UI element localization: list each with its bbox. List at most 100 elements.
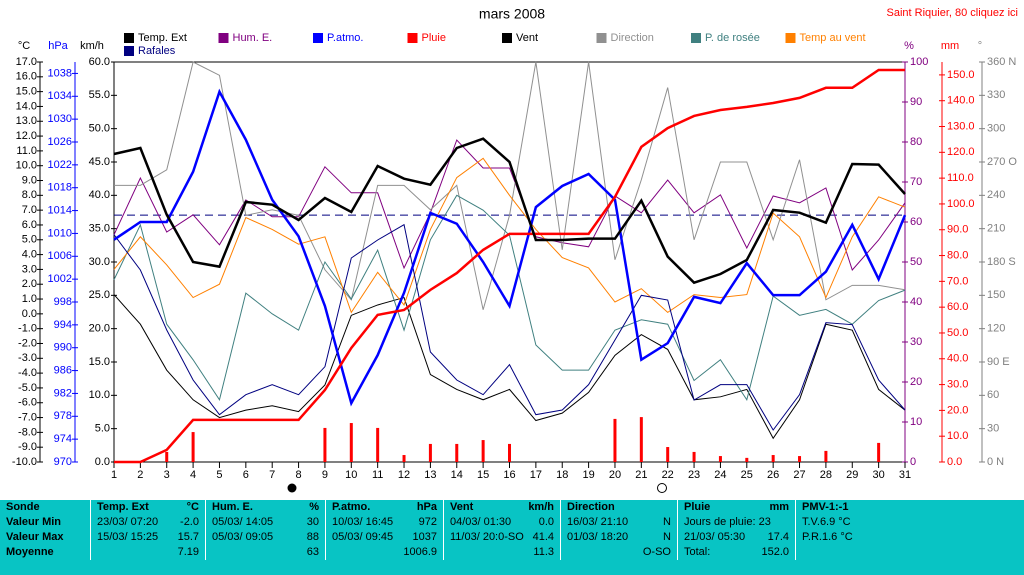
y-tick-label: 60.0 [947,301,968,313]
table-cell: Valeur Min [0,515,90,530]
cell-text: 05/03/ 09:05 [212,531,274,543]
station-link[interactable]: Saint Riquier, 80 cliquez ici [887,7,1018,19]
y-tick-label: 180 S [987,256,1016,268]
x-tick-label: 25 [741,469,753,481]
x-tick-label: 14 [451,469,463,481]
summary-table: Sonde Temp. Ext °C Hum. E.% P.atmo. hPa Vent km… [0,500,1024,575]
series-line [113,223,906,431]
axis-unit: °C [18,40,30,52]
x-tick-label: 2 [137,469,143,481]
y-tick-label: 970 [54,456,72,468]
cell-text: % [309,501,319,513]
axis-unit: % [904,40,914,52]
x-tick-label: 30 [873,469,885,481]
y-tick-label: 1030 [48,113,72,125]
header-cell: PMV-1:-1 [795,500,1024,515]
y-tick-label: 30 [987,423,999,435]
x-tick-label: 15 [477,469,489,481]
y-tick-label: 10 [910,416,922,428]
y-tick-label: 25.0 [89,289,110,301]
table-cell: 11.3 [443,545,560,560]
y-tick-label: 12.0 [16,130,37,142]
cell-text: N [663,516,671,528]
cell-text: 23/03/ 07:20 [97,516,159,528]
rain-bar [613,418,617,462]
rain-bar [666,447,670,462]
y-tick-label: 20 [910,376,922,388]
y-tick-label: 1034 [48,90,72,102]
y-tick-label: 30.0 [947,378,968,390]
axis-unit: km/h [80,40,104,52]
y-tick-label: -2.0 [18,337,37,349]
cell-text: Pluie [684,501,711,513]
table-cell: Moyenne [0,545,90,560]
cell-text: Vent [450,501,474,513]
y-tick-label: 0 N [987,456,1004,468]
cell-text: Moyenne [6,546,54,558]
cell-text: 17.4 [767,531,789,543]
y-tick-label: 90 [910,96,922,108]
series-line [113,139,906,271]
y-tick-label: 55.0 [89,89,110,101]
table-cell: 21/03/ 05:30 17.4 [677,530,795,545]
x-tick-label: 3 [164,469,170,481]
x-tick-label: 17 [530,469,542,481]
axis-unit: mm [941,40,959,52]
y-tick-label: 0.0 [95,456,110,468]
y-tick-label: 110.0 [947,172,974,184]
axis-unit: hPa [48,40,68,52]
moon-full [287,483,297,493]
series-line [113,294,906,440]
y-tick-label: 50.0 [947,327,968,339]
y-tick-label: -5.0 [18,382,37,394]
rain-bar [455,443,459,462]
cell-text: T.V.6.9 °C [802,516,851,528]
y-tick-label: 30 [910,336,922,348]
y-tick-label: -3.0 [18,352,37,364]
table-cell: T.V.6.9 °C [795,515,1024,530]
x-tick-label: 11 [372,469,383,481]
y-tick-label: 20.0 [947,404,968,416]
y-tick-label: 70 [910,176,922,188]
table-cell: 15/03/ 15:25 15.7 [90,530,205,545]
table-row: Valeur Max 15/03/ 15:25 15.7 05/03/ 09:05 88… [0,530,1024,545]
table-cell: Jours de pluie: 23 [677,515,795,530]
cell-text: 15/03/ 15:25 [97,531,159,543]
cell-text: 152.0 [761,546,789,558]
y-tick-label: 17.0 [16,56,37,68]
y-tick-label: 990 [54,342,72,354]
axis-unit: ° [978,40,982,52]
x-tick-label: 1 [111,469,117,481]
y-tick-label: 270 O [987,156,1017,168]
cell-text: °C [186,501,199,513]
table-cell: 05/03/ 09:45 1037 [325,530,443,545]
y-tick-label: -4.0 [18,367,37,379]
cell-text: 1037 [412,531,437,543]
header-cell: Hum. E.% [205,500,325,515]
rain-bar [639,417,643,462]
y-tick-label: 6.0 [22,219,37,231]
rain-bar [718,456,722,462]
cell-text: 01/03/ 18:20 [567,531,629,543]
header-cell: P.atmo. hPa [325,500,443,515]
cell-text: O-SO [642,546,671,558]
table-row: Moyenne 7.19 63 1006.9 11.3 O-SO Total: 152.0 [0,545,1024,560]
y-tick-label: 100 [910,56,928,68]
cell-text: 11/03/ 20:0-SO [450,531,524,543]
y-tick-label: 60.0 [89,56,110,68]
y-tick-label: 140.0 [947,95,975,107]
table-cell: Valeur Max [0,530,90,545]
y-tick-label: 5.0 [95,423,110,435]
y-tick-label: 0.0 [947,456,962,468]
cell-text: 0.0 [538,516,554,528]
y-tick-label: 45.0 [89,156,110,168]
x-tick-label: 10 [345,469,357,481]
x-tick-label: 27 [793,469,805,481]
cell-text: 1006.9 [403,546,437,558]
cell-text: 15.7 [177,531,199,543]
x-tick-label: 13 [424,469,436,481]
x-tick-label: 31 [899,469,911,481]
x-tick-label: 20 [609,469,621,481]
rain-bar [481,440,485,462]
